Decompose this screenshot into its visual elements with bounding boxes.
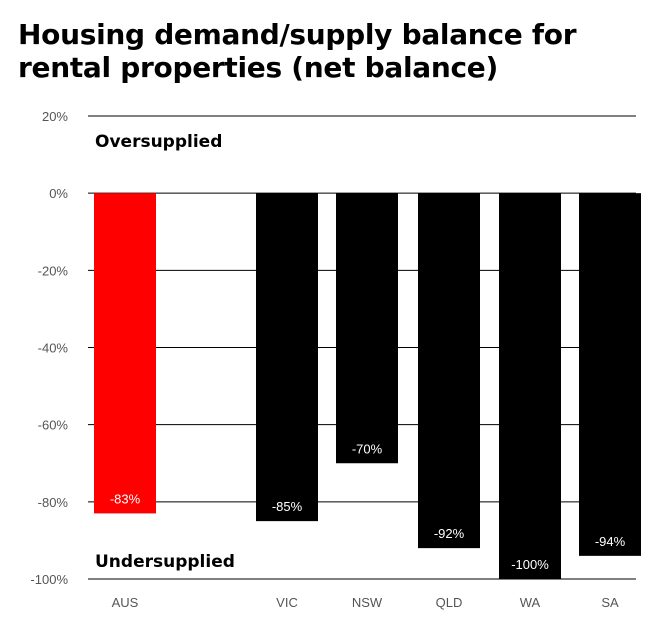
y-tick-label: -60%: [38, 418, 69, 433]
x-axis-categories: AUS VIC NSW QLD WA SA: [112, 595, 619, 610]
data-label-wa: -100%: [511, 557, 549, 572]
y-tick-label: 0%: [49, 186, 68, 201]
y-tick-label: -20%: [38, 263, 69, 278]
x-category-label: AUS: [112, 595, 139, 610]
x-category-label: VIC: [276, 595, 298, 610]
bar-vic: [256, 193, 318, 522]
bar-nsw: [336, 193, 398, 464]
x-category-label: SA: [601, 595, 619, 610]
data-label-nsw: -70%: [352, 441, 383, 456]
bar-aus: [94, 193, 156, 514]
bar-wa: [499, 193, 561, 579]
x-category-label: NSW: [352, 595, 383, 610]
bar-qld: [418, 193, 480, 549]
y-tick-label: -80%: [38, 495, 69, 510]
x-category-label: QLD: [436, 595, 463, 610]
chart-title: Housing demand/supply balance for rental…: [18, 18, 577, 84]
data-label-sa: -94%: [595, 534, 626, 549]
annotation-undersupplied: Undersupplied: [95, 552, 235, 572]
bars: [94, 193, 641, 579]
data-label-aus: -83%: [110, 491, 141, 506]
data-labels: -83% -85% -70% -92% -100% -94%: [110, 441, 626, 572]
y-tick-label: -40%: [38, 341, 69, 356]
y-axis-ticks: 20% 0% -20% -40% -60% -80% -100%: [30, 109, 68, 587]
bar-sa: [579, 193, 641, 556]
data-label-vic: -85%: [272, 499, 303, 514]
x-category-label: WA: [520, 595, 541, 610]
data-label-qld: -92%: [434, 526, 465, 541]
y-tick-label: -100%: [30, 572, 68, 587]
y-tick-label: 20%: [42, 109, 68, 124]
annotation-oversupplied: Oversupplied: [95, 132, 222, 152]
